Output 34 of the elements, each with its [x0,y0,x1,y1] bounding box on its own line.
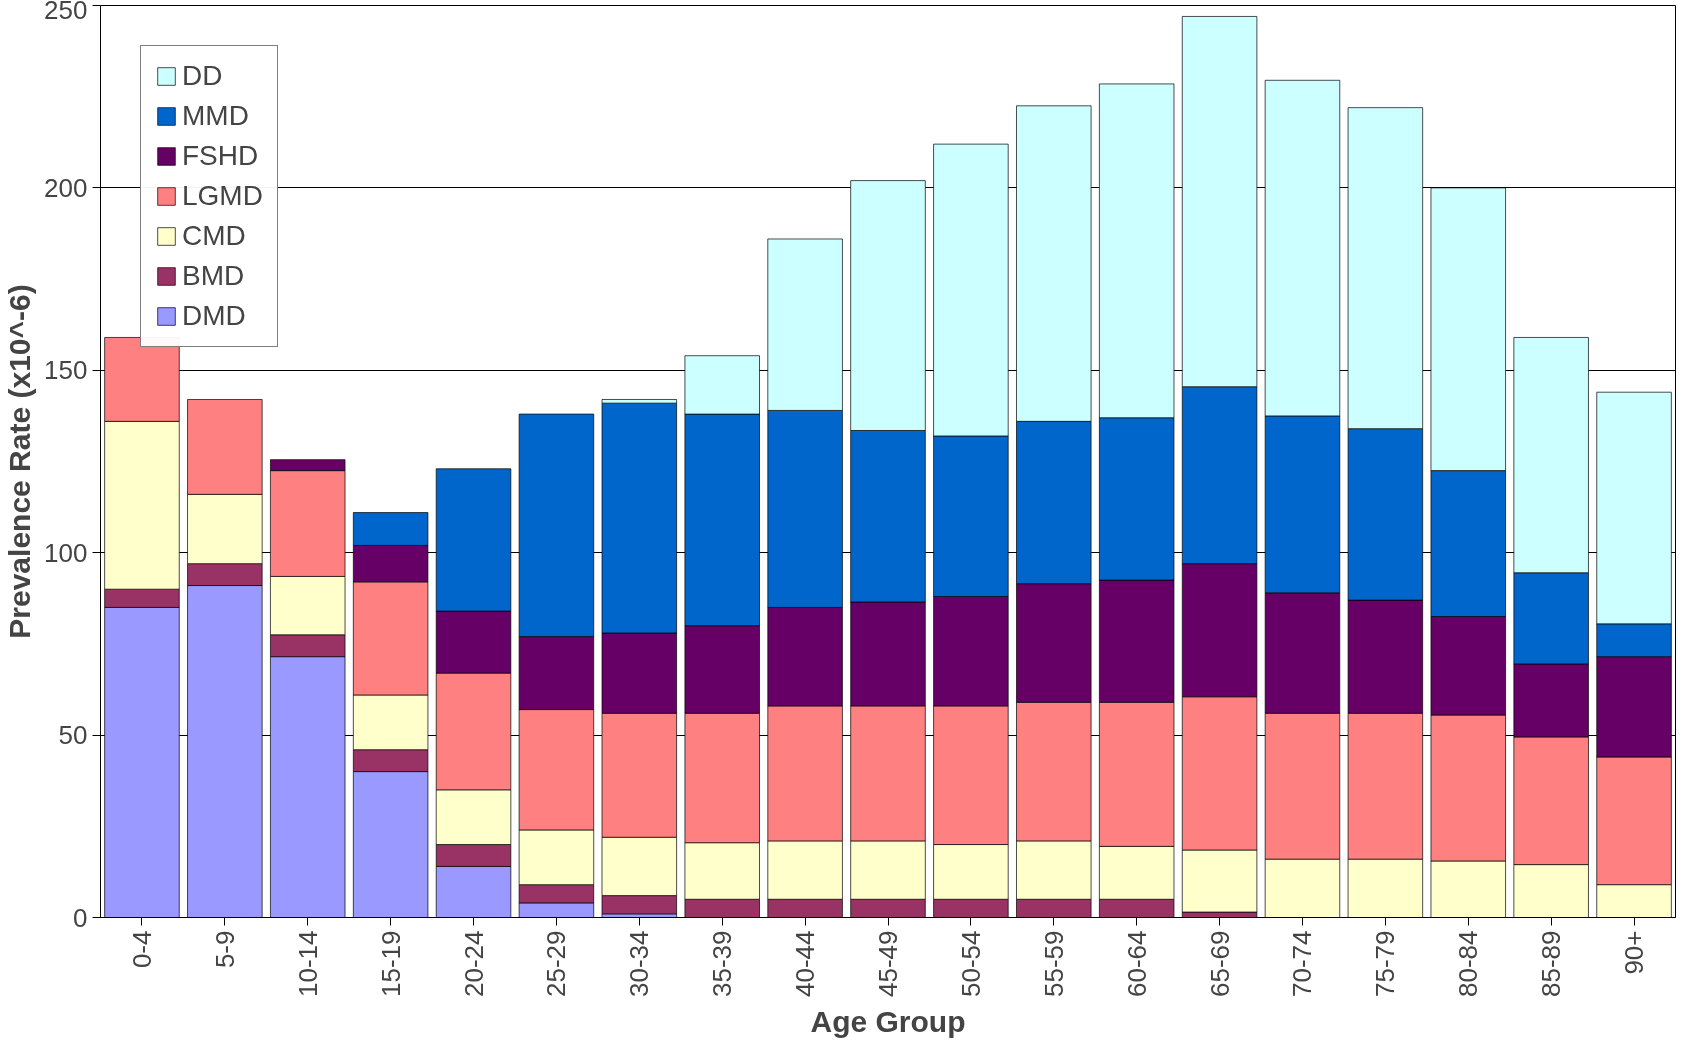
x-tick-label: 80-84 [1453,930,1484,997]
x-tick-label: 60-64 [1121,930,1152,997]
x-tick-label: 75-79 [1370,930,1401,997]
legend-label: MMD [182,100,249,132]
x-tick-label: 40-44 [790,930,821,997]
x-tick-label: 20-24 [458,930,489,997]
y-tick-label: 100 [44,537,88,568]
x-tick-label: 0-4 [126,930,157,969]
legend-label: DMD [182,300,246,332]
y-tick-label: 150 [44,355,88,386]
y-axis-title: Prevalence Rate (x10^-6) [3,284,37,639]
x-tick-label: 65-69 [1204,930,1235,997]
x-tick-label: 35-39 [707,930,738,997]
x-tick-label: 30-34 [624,930,655,997]
x-tick-label: 5-9 [209,930,240,969]
legend-label: BMD [182,260,245,292]
x-tick-label: 45-49 [873,930,903,997]
x-tick-label: 70-74 [1287,930,1318,997]
y-tick-label: 0 [73,902,88,933]
x-tick-label: 85-89 [1536,930,1567,997]
legend-label: FSHD [182,140,259,172]
x-axis-title: Age Group [810,1005,966,1038]
x-tick-label: 25-29 [541,930,572,997]
x-tick-label: 15-19 [375,930,406,997]
legend-label: DD [182,60,223,92]
x-tick-label: 50-54 [955,930,986,997]
legend-label: CMD [182,220,246,252]
x-tick-label: 90+ [1619,930,1650,975]
legend-label: LGMD [182,180,263,212]
x-tick-label: 10-14 [292,930,323,997]
x-tick-label: 55-59 [1038,930,1069,997]
y-tick-label: 200 [44,172,88,203]
y-tick-label: 50 [58,720,88,751]
y-tick-label: 250 [44,0,88,25]
